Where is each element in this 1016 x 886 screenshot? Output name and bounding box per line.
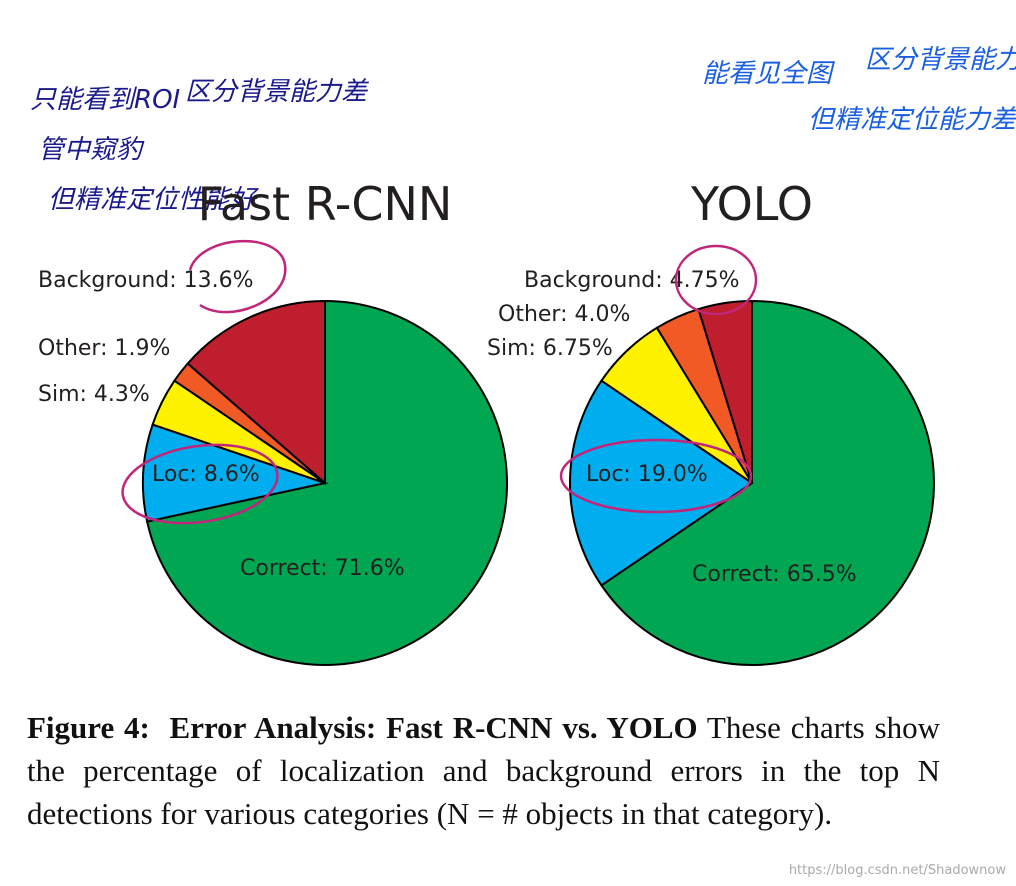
slice-label: Background: 4.75% — [524, 268, 740, 293]
value-label: 4.0% — [575, 302, 631, 327]
caption: Figure 4: Error Analysis: Fast R-CNN vs.… — [27, 706, 940, 835]
note: 但精准定位能力差 — [808, 105, 1016, 135]
note: 但精准定位性能好 — [48, 185, 259, 215]
circle — [674, 244, 758, 316]
value-label: 4.3% — [94, 382, 150, 407]
chart: 只能看到ROI 区分背景能力差 管中窥豹 但精准定位性能好 能看见全图 区分背景… — [30, 45, 1016, 666]
value-label: 6.75% — [543, 336, 613, 361]
slice-label: Correct: 71.6% — [240, 556, 405, 581]
note: 管中窥豹 — [38, 135, 145, 165]
category-label: Sim: — [38, 382, 87, 407]
category-label: Loc: — [152, 462, 197, 487]
caption-label: Figure 4: — [27, 710, 150, 745]
caption-text: These charts show the percentage of loca… — [27, 710, 940, 831]
pies: Fast R-CNN Correct: 71.6% Loc: 8.6% Sim: 4.… — [38, 177, 935, 666]
note: 能看见全图 — [702, 59, 836, 89]
slice-label: Sim: 6.75% — [487, 336, 613, 361]
note: 区分背景能力强 — [865, 45, 1016, 75]
slice-label: Correct: 65.5% — [692, 562, 857, 587]
note: 只能看到ROI — [30, 85, 180, 115]
value-label: 8.6% — [204, 462, 260, 487]
pie-slice — [186, 299, 326, 486]
chart-title: YOLO — [690, 177, 813, 231]
slice-label: Loc: 19.0% — [586, 462, 708, 487]
pie-slice — [600, 299, 935, 666]
slice-label: Other: 1.9% — [38, 336, 170, 361]
value-label: 71.6% — [335, 556, 405, 581]
caption-title: Error Analysis: Fast R-CNN vs. YOLO — [169, 710, 698, 745]
slice-label: Sim: 4.3% — [38, 382, 150, 407]
category-label: Other: — [38, 336, 108, 361]
annotation-circles — [121, 239, 758, 525]
category-label: Sim: — [487, 336, 536, 361]
value-label: 1.9% — [115, 336, 171, 361]
category-label: Correct: — [240, 556, 328, 581]
watermark: https://blog.csdn.net/Shadownow — [788, 863, 1006, 878]
category-label: Background: — [524, 268, 663, 293]
category-label: Background: — [38, 268, 177, 293]
circle — [559, 438, 753, 514]
circle — [121, 443, 279, 525]
value-label: 19.0% — [638, 462, 708, 487]
circle — [188, 239, 287, 314]
note: 区分背景能力差 — [185, 77, 370, 107]
category-label: Correct: — [692, 562, 780, 587]
value-label: 13.6% — [184, 268, 254, 293]
slice-label: Background: 13.6% — [38, 268, 254, 293]
slice-label: Other: 4.0% — [498, 302, 630, 327]
chart-title: Fast R-CNN — [198, 177, 453, 231]
pie-slice — [142, 423, 329, 523]
category-label: Loc: — [586, 462, 631, 487]
pie-slice — [697, 299, 753, 484]
pie-slice — [569, 379, 754, 587]
value-label: 4.75% — [670, 268, 740, 293]
slice-label: Loc: 8.6% — [152, 462, 260, 487]
category-label: Other: — [498, 302, 568, 327]
value-label: 65.5% — [787, 562, 857, 587]
